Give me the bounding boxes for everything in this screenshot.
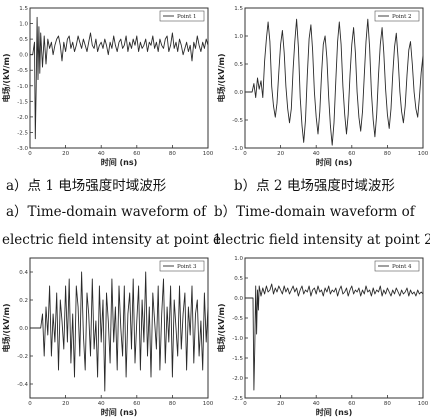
x-tick-label: 80 bbox=[169, 151, 176, 157]
y-tick-label: 0.0 bbox=[19, 326, 28, 332]
y-axis-label: 电场/(kV/m) bbox=[216, 53, 226, 102]
x-axis-label: 时间 (ns) bbox=[101, 407, 138, 417]
caption-b-chinese: b）点 2 电场强度时域波形 bbox=[234, 178, 395, 194]
x-tick-label: 0 bbox=[243, 401, 247, 407]
x-tick-label: 0 bbox=[28, 151, 32, 157]
x-tick-label: 20 bbox=[62, 401, 69, 407]
y-tick-label: -0.5 bbox=[232, 316, 243, 322]
y-tick-label: 1.0 bbox=[19, 22, 28, 28]
x-tick-label: 40 bbox=[313, 151, 320, 157]
chart-point-4: 0 20 40 60 80 100 -2.5 -2.0 -1.5 -1.0 -0.5 0.0 0.5 1.… bbox=[216, 256, 429, 417]
legend-label: Point 2 bbox=[392, 14, 412, 20]
plot-frame bbox=[29, 257, 209, 399]
x-axis-label: 时间 (ns) bbox=[316, 157, 353, 167]
y-tick-label: 1.0 bbox=[234, 34, 243, 40]
series-line bbox=[30, 271, 209, 392]
x-axis-label: 时间 (ns) bbox=[101, 157, 138, 167]
y-tick-label: 0.0 bbox=[234, 296, 243, 302]
x-tick-label: 60 bbox=[348, 401, 355, 407]
x-tick-label: 60 bbox=[133, 151, 140, 157]
x-tick-label: 80 bbox=[169, 401, 176, 407]
x-tick-label: 80 bbox=[384, 151, 391, 157]
plot-frame bbox=[29, 7, 209, 149]
y-axis-label: 电场/(kV/m) bbox=[216, 303, 226, 352]
y-tick-label: -0.5 bbox=[232, 118, 243, 124]
chart-point-3: 0 20 40 60 80 100 -0.4 -0.2 0.0 0.2 0.4 时间 (ns) 电场/(… bbox=[1, 257, 214, 417]
caption-b-english-line-1: b）Time-domain waveform of bbox=[214, 204, 415, 220]
caption-a-english-line-2: electric field intensity at point 1 bbox=[2, 232, 222, 248]
x-tick-label: 60 bbox=[133, 401, 140, 407]
y-tick-label: 0.0 bbox=[19, 53, 28, 59]
x-tick-label: 40 bbox=[98, 151, 105, 157]
x-tick-label: 40 bbox=[98, 401, 105, 407]
y-tick-label: 1.0 bbox=[234, 256, 243, 262]
legend-box bbox=[159, 260, 205, 272]
x-tick-label: 0 bbox=[28, 401, 32, 407]
chart-point-2: 0 20 40 60 80 100 -1.0 -0.5 0.0 0.5 1.0 1.5 时间 (ns) 电… bbox=[216, 6, 429, 167]
x-tick-label: 0 bbox=[243, 151, 247, 157]
caption-a-chinese: a）点 1 电场强度时域波形 bbox=[6, 178, 167, 194]
y-tick-label: 0.5 bbox=[234, 62, 243, 68]
y-tick-label: -1.0 bbox=[17, 84, 28, 90]
y-tick-label: -2.0 bbox=[232, 376, 243, 382]
y-tick-label: -1.5 bbox=[232, 356, 243, 362]
x-tick-label: 20 bbox=[277, 401, 284, 407]
y-tick-label: -2.0 bbox=[17, 115, 28, 121]
y-tick-label: -2.5 bbox=[232, 396, 243, 402]
chart-panel-point-1: 0 20 40 60 80 100 -3.0 -2.5 -2.0 -1.5 -1.0 -0.5 0.0 0… bbox=[0, 0, 215, 170]
legend-label: Point 1 bbox=[177, 14, 197, 20]
chart-point-1: 0 20 40 60 80 100 -3.0 -2.5 -2.0 -1.5 -1.0 -0.5 0.0 0… bbox=[1, 6, 214, 167]
x-tick-label: 100 bbox=[203, 151, 214, 157]
y-tick-label: 0.5 bbox=[234, 276, 243, 282]
y-axis-label: 电场/(kV/m) bbox=[1, 303, 11, 352]
plot-frame bbox=[244, 257, 424, 399]
x-tick-label: 60 bbox=[348, 151, 355, 157]
y-tick-label: -0.2 bbox=[17, 354, 28, 360]
x-tick-label: 20 bbox=[277, 151, 284, 157]
y-tick-label: 0.2 bbox=[19, 298, 28, 304]
legend-label: Point 4 bbox=[392, 264, 412, 270]
y-tick-label: -0.4 bbox=[17, 382, 28, 388]
caption-a-english-line-1: a）Time-domain waveform of bbox=[6, 204, 207, 220]
y-tick-label: -2.5 bbox=[17, 130, 28, 136]
legend-box bbox=[159, 10, 205, 22]
plot-frame bbox=[244, 7, 424, 149]
y-tick-label: -0.5 bbox=[17, 68, 28, 74]
y-tick-label: 0.0 bbox=[234, 90, 243, 96]
x-tick-label: 100 bbox=[203, 401, 214, 407]
series-line bbox=[30, 16, 209, 140]
chart-panel-point-2: 0 20 40 60 80 100 -1.0 -0.5 0.0 0.5 1.0 1.5 时间 (ns) 电… bbox=[215, 0, 430, 170]
y-tick-label: 0.4 bbox=[19, 270, 28, 276]
x-axis-label: 时间 (ns) bbox=[316, 407, 353, 417]
x-tick-label: 100 bbox=[418, 401, 429, 407]
chart-panel-point-4: 0 20 40 60 80 100 -2.5 -2.0 -1.5 -1.0 -0.5 0.0 0.5 1.… bbox=[215, 250, 430, 420]
x-tick-label: 40 bbox=[313, 401, 320, 407]
y-axis-label: 电场/(kV/m) bbox=[1, 53, 11, 102]
x-tick-label: 80 bbox=[384, 401, 391, 407]
chart-panel-point-3: 0 20 40 60 80 100 -0.4 -0.2 0.0 0.2 0.4 时间 (ns) 电场/(… bbox=[0, 250, 215, 420]
y-tick-label: 1.5 bbox=[234, 6, 243, 12]
caption-b-english-line-2: electric field intensity at point 2 bbox=[213, 232, 430, 248]
legend-label: Point 3 bbox=[177, 264, 197, 270]
series-line bbox=[245, 283, 424, 391]
y-tick-label: -1.0 bbox=[232, 146, 243, 152]
legend-box bbox=[374, 260, 420, 272]
y-tick-label: -1.0 bbox=[232, 336, 243, 342]
legend-box bbox=[374, 10, 420, 22]
y-tick-label: 0.5 bbox=[19, 37, 28, 43]
y-tick-label: -1.5 bbox=[17, 99, 28, 105]
series-line bbox=[245, 18, 424, 146]
y-tick-label: -3.0 bbox=[17, 146, 28, 152]
x-tick-label: 100 bbox=[418, 151, 429, 157]
x-tick-label: 20 bbox=[62, 151, 69, 157]
y-tick-label: 1.5 bbox=[19, 6, 28, 12]
